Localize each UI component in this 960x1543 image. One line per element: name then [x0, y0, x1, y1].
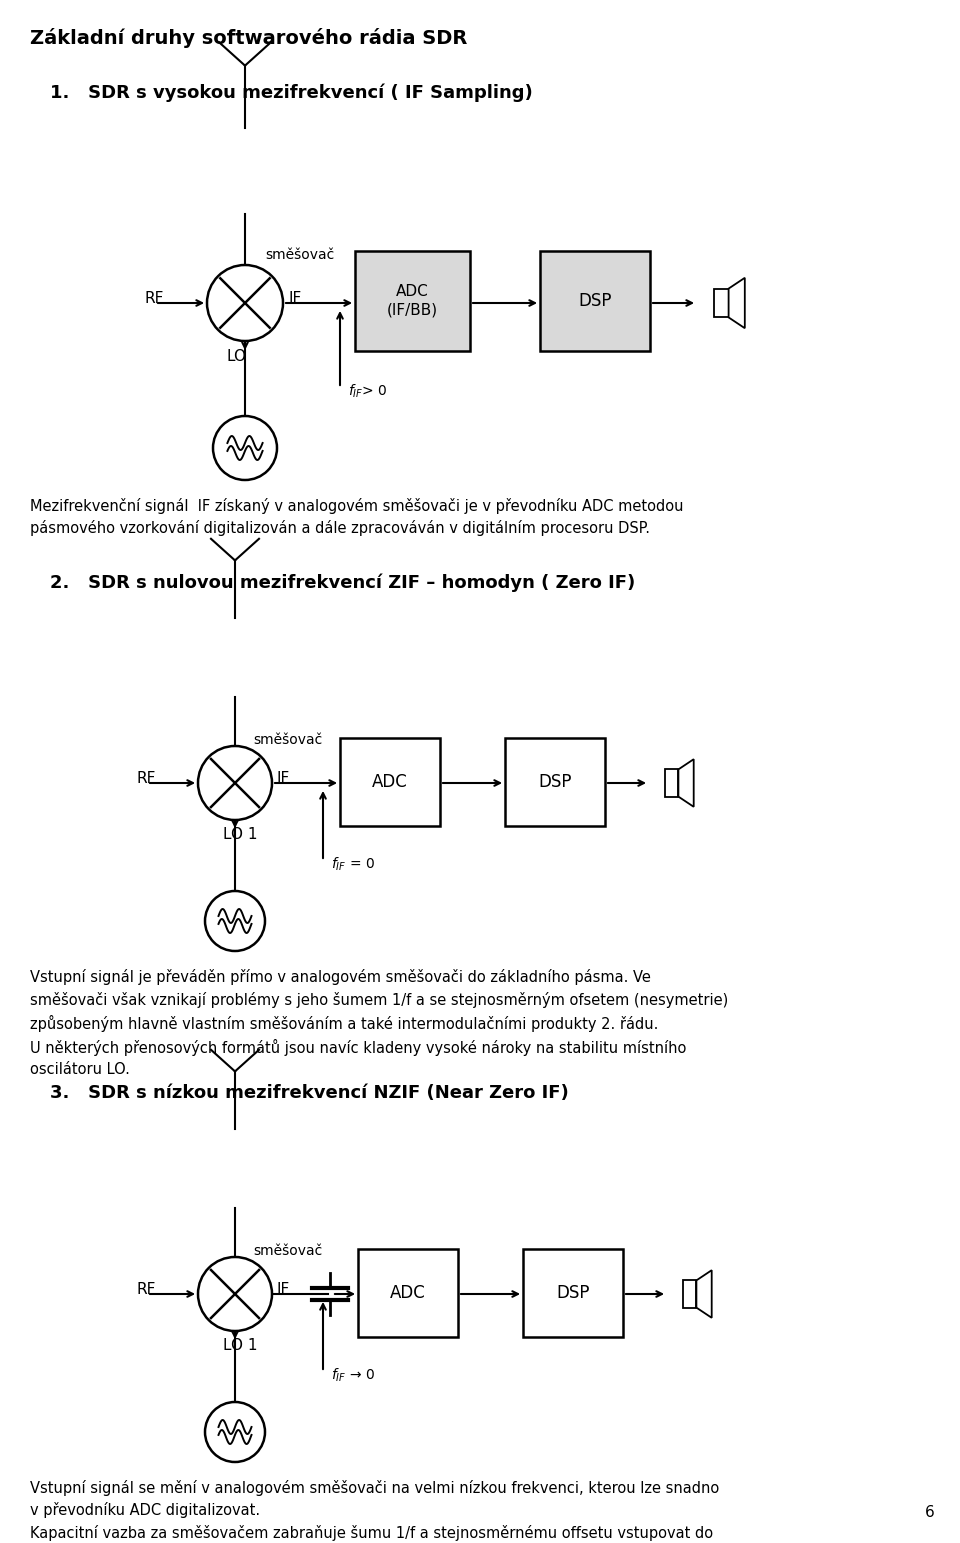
Text: $f_{IF}$ = 0: $f_{IF}$ = 0 — [331, 856, 375, 873]
Bar — [358, 1248, 458, 1336]
Text: směšovač: směšovač — [253, 733, 323, 747]
Text: směšovač: směšovač — [253, 1244, 323, 1258]
Text: Mezifrekvenční signál  IF získaný v analogovém směšovači je v převodníku ADC met: Mezifrekvenční signál IF získaný v analo… — [30, 498, 684, 537]
Text: 2.   SDR s nulovou mezifrekvencí ZIF – homodyn ( Zero IF): 2. SDR s nulovou mezifrekvencí ZIF – hom… — [50, 572, 636, 591]
Polygon shape — [729, 278, 745, 329]
Bar — [340, 738, 440, 826]
Text: 6: 6 — [925, 1504, 935, 1520]
Circle shape — [213, 417, 277, 480]
Polygon shape — [696, 1270, 711, 1318]
Text: Vstupní signál je převáděn přímo v analogovém směšovači do základního pásma. Ve
: Vstupní signál je převáděn přímo v analo… — [30, 969, 729, 1077]
Bar — [664, 770, 679, 796]
Text: IF: IF — [289, 292, 302, 306]
Text: IF: IF — [277, 1282, 290, 1298]
Text: LO: LO — [227, 349, 247, 364]
Text: RF: RF — [145, 292, 164, 306]
Circle shape — [198, 1258, 272, 1332]
Bar — [683, 1281, 696, 1307]
Text: LO 1: LO 1 — [223, 1338, 257, 1353]
Text: IF: IF — [277, 772, 290, 785]
Text: ADC: ADC — [372, 773, 408, 792]
Text: Základní druhy softwarového rádia SDR: Základní druhy softwarového rádia SDR — [30, 28, 468, 48]
Text: ADC
(IF/BB): ADC (IF/BB) — [387, 284, 438, 318]
Polygon shape — [679, 759, 694, 807]
Text: $f_{IF}$ → 0: $f_{IF}$ → 0 — [331, 1367, 375, 1384]
Text: $f_{IF}$> 0: $f_{IF}$> 0 — [348, 383, 388, 400]
Text: LO 1: LO 1 — [223, 827, 257, 842]
Circle shape — [205, 1403, 265, 1463]
Text: směšovač: směšovač — [265, 248, 334, 262]
Text: DSP: DSP — [578, 292, 612, 310]
Bar — [505, 738, 605, 826]
Text: DSP: DSP — [556, 1284, 589, 1302]
Text: Vstupní signál se mění v analogovém směšovači na velmi nízkou frekvenci, kterou : Vstupní signál se mění v analogovém směš… — [30, 1480, 719, 1543]
Bar — [714, 289, 729, 318]
Text: RF: RF — [137, 772, 156, 785]
Text: RF: RF — [137, 1282, 156, 1298]
Circle shape — [207, 265, 283, 341]
Text: 3.   SDR s nízkou mezifrekvencí NZIF (Near Zero IF): 3. SDR s nízkou mezifrekvencí NZIF (Near… — [50, 1085, 568, 1102]
Bar — [355, 252, 470, 350]
Bar — [523, 1248, 623, 1336]
Circle shape — [198, 745, 272, 819]
Bar — [540, 252, 650, 350]
Text: ADC: ADC — [390, 1284, 426, 1302]
Text: 1.   SDR s vysokou mezifrekvencí ( IF Sampling): 1. SDR s vysokou mezifrekvencí ( IF Samp… — [50, 83, 533, 102]
Text: DSP: DSP — [539, 773, 572, 792]
Circle shape — [205, 890, 265, 950]
